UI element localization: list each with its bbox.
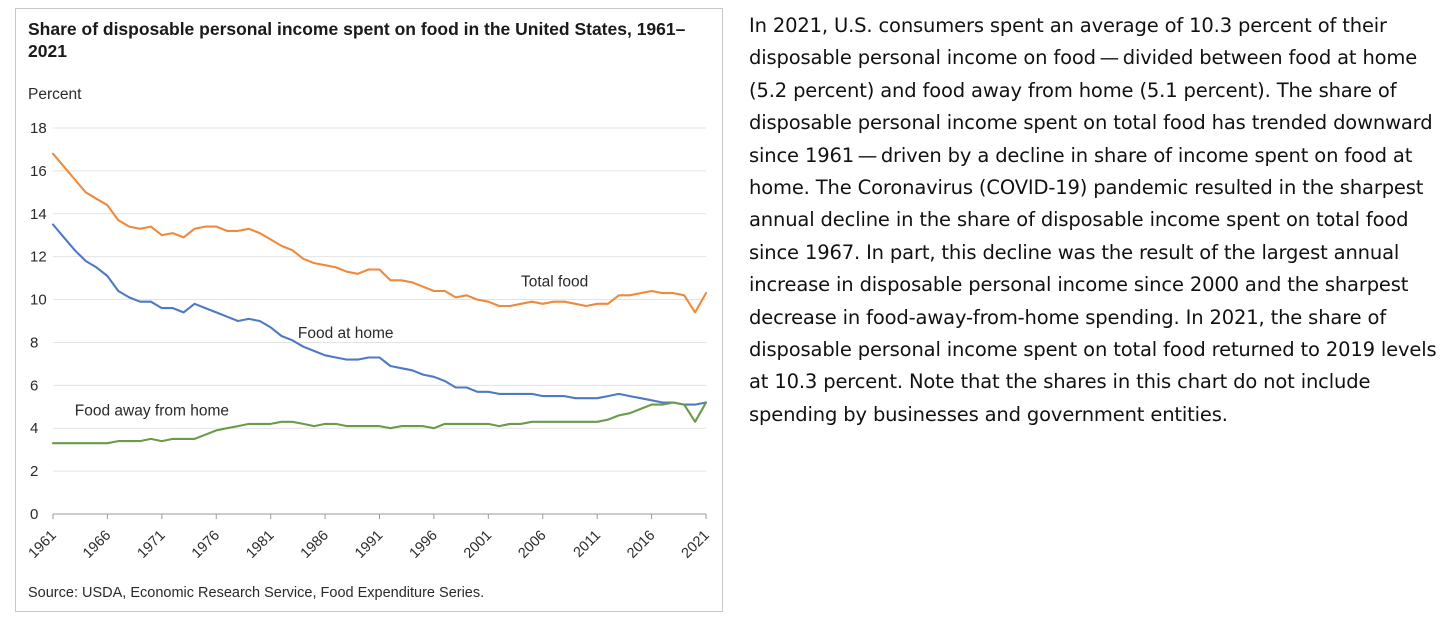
y-tick-label: 4 <box>30 420 38 437</box>
y-tick-label: 18 <box>30 120 47 137</box>
series-label-food-at-home: Food at home <box>298 325 394 342</box>
series-label-food-away-from-home: Food away from home <box>75 402 229 419</box>
y-axis-label: Percent <box>28 86 82 103</box>
y-tick-label: 16 <box>30 163 47 180</box>
article-paragraph: In 2021, U.S. consumers spent an average… <box>749 14 1437 426</box>
y-tick-label: 6 <box>30 377 38 394</box>
x-tick-label: 2001 <box>461 528 495 562</box>
y-tick-label: 14 <box>30 206 47 223</box>
y-tick-label: 8 <box>30 334 38 351</box>
x-tick-label: 1971 <box>135 528 169 562</box>
series-line-food-away-from-home <box>51 401 708 445</box>
series-line-food-at-home <box>51 223 708 406</box>
y-tick-label: 0 <box>30 506 38 523</box>
x-tick-label: 1966 <box>80 528 114 562</box>
x-tick-label: 1976 <box>189 528 223 562</box>
gridlines <box>53 127 706 515</box>
x-tick-label: 1986 <box>298 528 332 562</box>
x-tick-label: 1991 <box>352 528 386 562</box>
x-axis-ticks: 1961 1966 1971 1976 1981 1986 1991 1996 2001 2006… <box>26 514 713 562</box>
x-tick-label: 2021 <box>679 528 713 562</box>
x-tick-label: 2016 <box>624 528 658 562</box>
line-chart: 0 2 4 6 8 10 12 14 16 18 1961 1966 1971 1976 1981 1986… <box>26 86 713 601</box>
chart-panel: Share of disposable personal income spen… <box>15 8 723 612</box>
series-label-total-food: Total food <box>521 274 588 291</box>
source-note: Source: USDA, Economic Research Service,… <box>28 585 484 601</box>
y-tick-label: 12 <box>30 249 47 266</box>
series-labels: Total food Food at home Food away from hom… <box>75 274 588 420</box>
y-axis-ticks: 0 2 4 6 8 10 12 14 16 18 <box>30 120 47 523</box>
x-tick-label: 2011 <box>571 528 604 561</box>
x-tick-label: 1996 <box>407 528 441 562</box>
y-tick-label: 10 <box>30 292 47 309</box>
y-tick-label: 2 <box>30 463 38 480</box>
x-tick-label: 1981 <box>243 528 277 562</box>
x-tick-label: 1961 <box>26 528 60 562</box>
series-lines <box>51 152 708 445</box>
x-tick-label: 2006 <box>515 528 549 562</box>
chart-title: Share of disposable personal income spen… <box>28 19 686 61</box>
series-line-total-food <box>51 152 708 314</box>
